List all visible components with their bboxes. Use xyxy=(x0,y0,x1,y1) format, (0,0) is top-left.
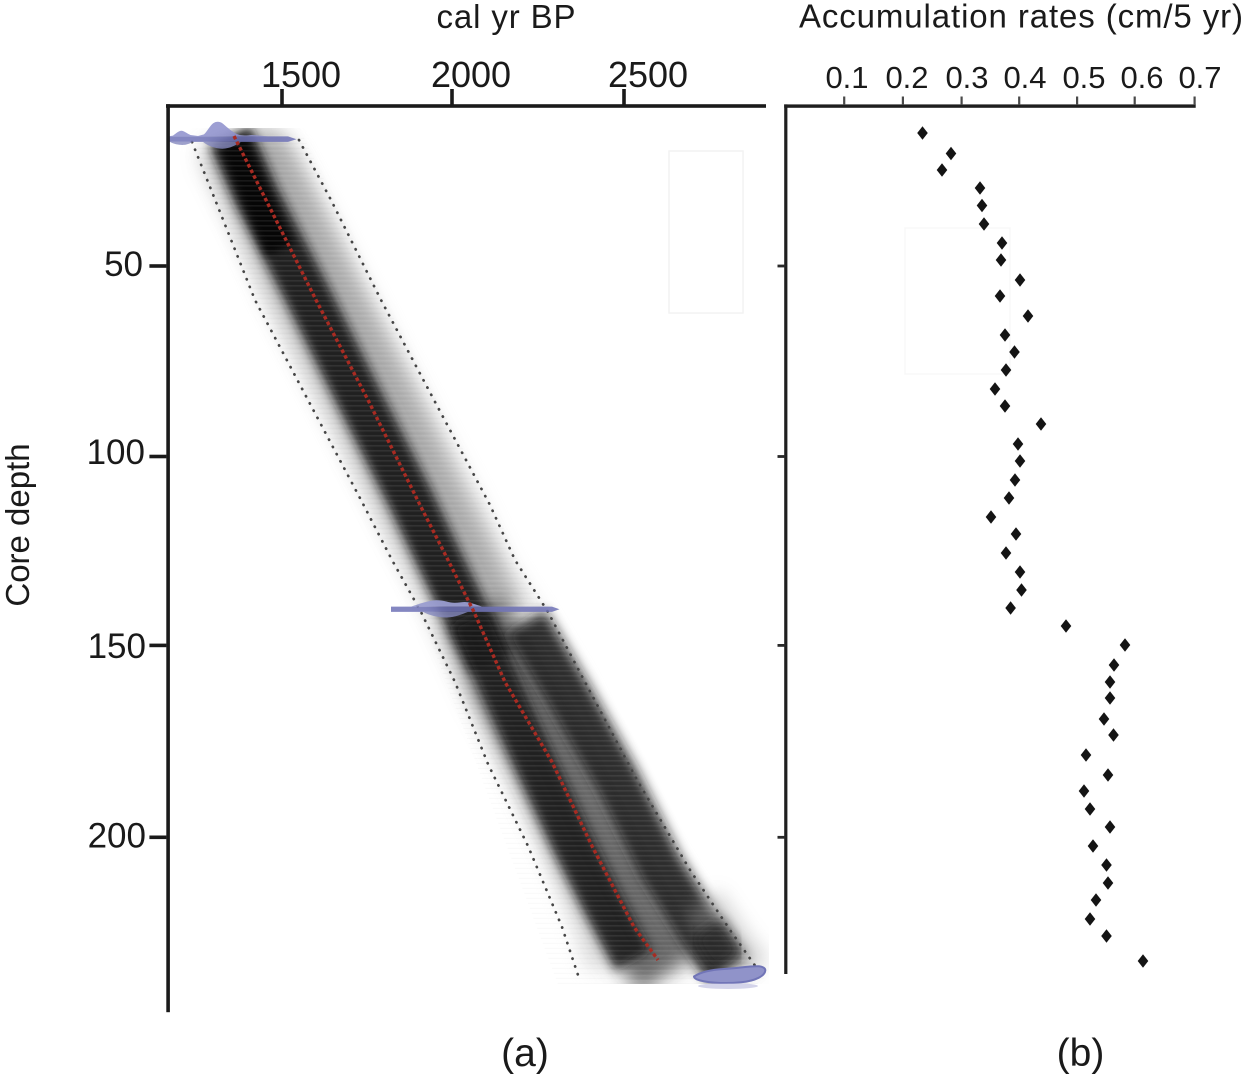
svg-text:50: 50 xyxy=(104,245,143,284)
svg-text:200: 200 xyxy=(88,817,146,856)
svg-text:2000: 2000 xyxy=(431,54,511,95)
svg-text:1500: 1500 xyxy=(261,54,341,95)
svg-text:Core depth: Core depth xyxy=(0,443,36,606)
svg-text:0.1: 0.1 xyxy=(825,60,868,95)
svg-text:2500: 2500 xyxy=(608,54,688,95)
svg-text:0.7: 0.7 xyxy=(1178,60,1221,95)
svg-text:0.5: 0.5 xyxy=(1062,60,1105,95)
svg-text:(b): (b) xyxy=(1057,1032,1105,1075)
svg-text:cal yr BP: cal yr BP xyxy=(437,0,576,35)
svg-text:150: 150 xyxy=(88,627,146,666)
svg-text:(a): (a) xyxy=(501,1032,549,1075)
svg-text:0.6: 0.6 xyxy=(1120,60,1163,95)
svg-text:0.2: 0.2 xyxy=(885,60,928,95)
svg-text:Accumulation rates (cm/5 yr): Accumulation rates (cm/5 yr) xyxy=(799,0,1243,35)
svg-text:0.4: 0.4 xyxy=(1003,60,1046,95)
svg-text:100: 100 xyxy=(87,433,145,472)
svg-text:0.3: 0.3 xyxy=(945,60,988,95)
